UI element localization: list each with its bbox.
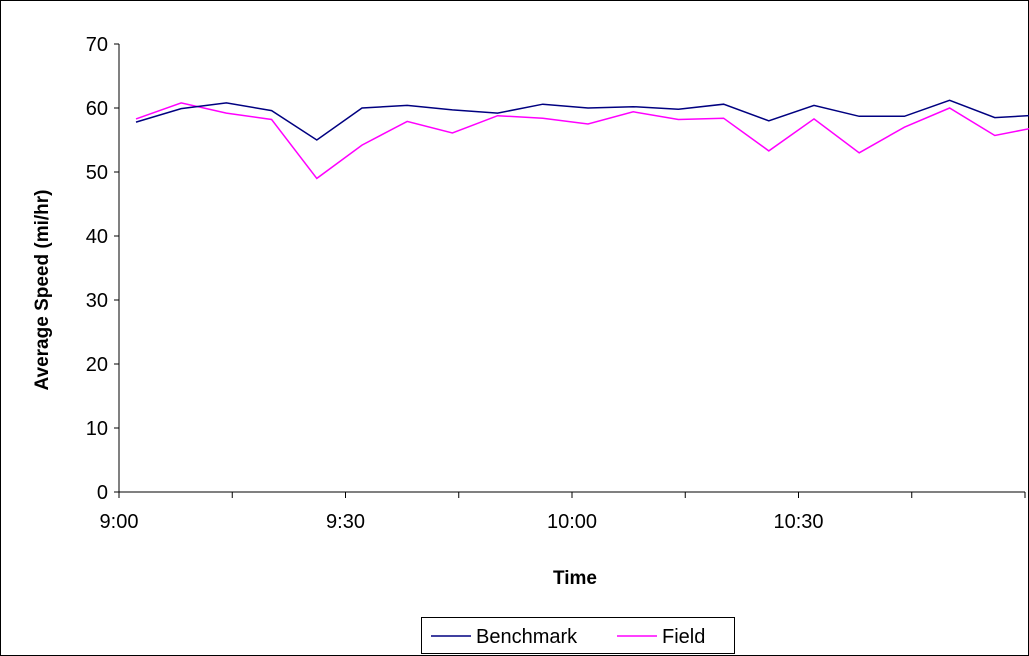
x-tick-label: 10:30 <box>773 511 823 533</box>
legend-box <box>421 617 735 654</box>
legend: Benchmark Field <box>421 617 735 654</box>
x-tick-label: 9:30 <box>326 511 365 533</box>
y-tick-label: 50 <box>86 162 108 184</box>
legend-label-field: Field <box>662 626 705 648</box>
x-tick-labels: 9:00 9:30 10:00 10:30 <box>100 511 824 533</box>
x-tick-label: 10:00 <box>547 511 597 533</box>
y-tick-label: 0 <box>97 482 108 504</box>
x-tick-label: 9:00 <box>100 511 139 533</box>
y-tick-label: 20 <box>86 354 108 376</box>
legend-label-benchmark: Benchmark <box>476 626 578 648</box>
y-axis-title: Average Speed (mi/hr) <box>32 190 53 391</box>
x-axis-title: Time <box>553 568 597 589</box>
series-line-field <box>135 102 1029 180</box>
y-tick-labels: 0 10 20 30 40 50 60 70 <box>86 34 108 504</box>
axes <box>114 43 1026 498</box>
y-tick-label: 40 <box>86 226 108 248</box>
y-tick-label: 70 <box>86 34 108 56</box>
series-line-benchmark <box>135 99 1029 141</box>
y-tick-label: 30 <box>86 290 108 312</box>
series-lines <box>135 99 1029 180</box>
y-tick-label: 10 <box>86 418 108 440</box>
y-tick-label: 60 <box>86 98 108 120</box>
